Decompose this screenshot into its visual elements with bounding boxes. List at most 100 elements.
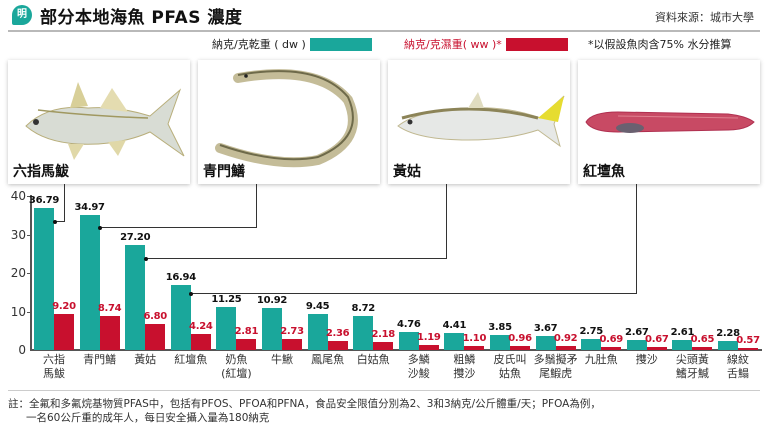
value-label-ww: 2.18 [371, 328, 395, 340]
value-label-dw: 10.92 [256, 294, 288, 306]
fish-1-illustration [25, 82, 185, 160]
bar-ww [601, 347, 622, 350]
category-label-line: 紅壇魚 [174, 353, 208, 366]
category-label-line: 姑魚 [499, 367, 521, 380]
category-label-line: 奶魚 [225, 353, 248, 366]
category-label: 㩳沙 [624, 353, 670, 367]
bar-ww [145, 323, 166, 350]
value-label-dw: 3.67 [533, 322, 558, 334]
value-label-dw: 36.79 [28, 194, 60, 206]
value-label-ww: 0.65 [690, 334, 715, 346]
y-tick-mark [27, 235, 31, 236]
photo-label: 黃姑 [393, 164, 421, 180]
photo-fish-2: 青門鱔 [198, 60, 380, 184]
y-axis [30, 195, 32, 351]
value-label-ww: 0.96 [508, 333, 532, 345]
footer-divider [8, 390, 760, 391]
bar-ww [738, 347, 758, 350]
bar-ww [190, 333, 211, 350]
bar-ww [327, 340, 348, 350]
value-label-ww: 1.19 [417, 332, 441, 344]
value-label-ww: 2.36 [325, 327, 350, 339]
category-label-line: 牛鰍 [271, 353, 293, 366]
y-tick-30: 30 [10, 228, 26, 242]
photo-label: 紅壇魚 [583, 164, 625, 180]
category-label-line: 粗鱗 [453, 353, 476, 366]
value-label-dw: 3.85 [488, 322, 512, 334]
bar-dw [353, 316, 374, 350]
category-label: 尖頭黃 鰭牙鰔 [669, 353, 715, 381]
bar-dw [672, 339, 693, 350]
y-tick-mark [27, 196, 31, 197]
legend-dw: 納克/克乾重 ( dw ) [212, 36, 372, 52]
legend-dw-swatch [309, 37, 372, 51]
y-tick-mark [27, 312, 31, 313]
category-label: 多鬚擬矛 尾鰕虎 [533, 353, 579, 381]
footnote: 註：全氟和多氟烷基物質PFAS中，包括有PFOS、PFOA和PFNA，食品安全限… [8, 397, 760, 425]
photo-label: 青門鱔 [203, 164, 245, 180]
brand-logo-icon: 明 [12, 5, 32, 25]
category-label-line: 㩳沙 [453, 367, 476, 380]
value-label-ww: 0.67 [645, 334, 669, 346]
value-label-dw: 2.75 [579, 326, 603, 338]
fish-2-illustration [215, 69, 358, 168]
value-label-ww: 0.69 [599, 334, 623, 346]
chart-title: 部分本地海魚 PFAS 濃度 [40, 8, 243, 28]
y-tick-20: 20 [10, 266, 26, 280]
category-label: 線紋 舌鰨 [715, 353, 761, 381]
value-label-ww: 9.20 [52, 301, 76, 313]
value-label-dw: 2.67 [625, 326, 649, 338]
category-label-line: 白姑魚 [356, 353, 390, 366]
category-label-line: 多鬚擬矛 [533, 353, 578, 366]
bar-dw [581, 339, 602, 350]
connector-dot [98, 226, 102, 230]
y-tick-10: 10 [10, 305, 26, 319]
category-label-line: 青門鱔 [83, 353, 117, 366]
connector-fish-1 [55, 184, 65, 222]
value-label-ww: 1.10 [462, 332, 487, 344]
bar-dw [535, 335, 556, 350]
category-label: 粗鱗 㩳沙 [441, 353, 487, 381]
bar-dw [490, 335, 510, 350]
value-label-dw: 11.25 [211, 293, 242, 305]
category-label-line: 尾鰕虎 [539, 367, 573, 380]
value-label-dw: 2.28 [716, 328, 740, 340]
category-label: 牛鰍 [259, 353, 305, 367]
bar-ww [236, 339, 257, 350]
value-label-ww: 2.73 [280, 326, 304, 338]
value-label-ww: 4.24 [189, 320, 213, 332]
value-label-dw: 4.76 [397, 318, 421, 330]
x-axis [30, 349, 762, 351]
value-label-dw: 4.41 [442, 319, 467, 331]
fish-4-illustration [585, 111, 755, 133]
category-label-line: 線紋 [727, 353, 749, 366]
y-tick-0: 0 [18, 343, 26, 357]
category-label: 多鱗 沙鮻 [396, 353, 442, 381]
bar-dw [216, 306, 237, 350]
value-label-dw: 9.45 [305, 300, 330, 312]
bar-chart: 40 30 20 10 0 36.79 9.20 六指 馬鮁 34.97 8.74 青門鱔 2… [0, 184, 768, 385]
category-label: 皮氏叫 姑魚 [487, 353, 533, 381]
bar-ww [54, 314, 74, 350]
header-divider [8, 30, 760, 32]
bar-dw [262, 307, 282, 350]
y-tick-40: 40 [10, 189, 26, 203]
bar-dw [626, 339, 647, 350]
bar-ww [418, 345, 439, 350]
footnote-line-1: 註：全氟和多氟烷基物質PFAS中，包括有PFOS、PFOA和PFNA，食品安全限… [8, 398, 601, 410]
bar-dw [125, 245, 146, 350]
bar-dw [307, 313, 328, 350]
bar-ww [510, 346, 530, 350]
value-label-dw: 2.61 [670, 326, 695, 338]
photo-fish-3: 黃姑 [388, 60, 570, 184]
bar-ww [99, 316, 120, 350]
header: 明 部分本地海魚 PFAS 濃度 資料來源：城市大學 [0, 0, 768, 30]
category-label: 青門鱔 [77, 353, 123, 367]
value-label-dw: 8.72 [351, 303, 375, 315]
value-label-ww: 6.80 [143, 310, 167, 322]
value-label-dw: 16.94 [165, 271, 196, 283]
moisture-note: *以假設魚肉含75% 水分推算 [588, 38, 732, 51]
footnote-line-2: 一名60公斤重的成年人，每日安全攝入量為180納克 [26, 412, 270, 424]
category-label: 紅壇魚 [168, 353, 214, 367]
category-label: 白姑魚 [350, 353, 396, 367]
